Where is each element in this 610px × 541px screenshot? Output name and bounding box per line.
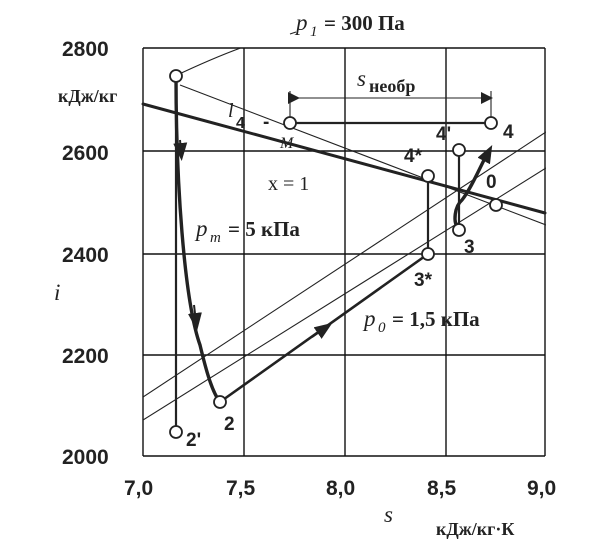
state-point-3star (421, 247, 435, 261)
p0-sub: 0 (378, 320, 386, 336)
point-label-4: 4 (503, 122, 514, 143)
y-tick-label: 2400 (62, 244, 109, 267)
isobar-lines (143, 48, 546, 421)
point-label-0: 0 (486, 172, 497, 193)
p0-value: = 1,5 кПа (392, 307, 480, 331)
isobar-p1-lower (179, 84, 546, 226)
pm-symbol: p (194, 216, 208, 241)
y-tick-label: 2800 (62, 38, 109, 61)
label-p1: p 1 = 300 Па (294, 10, 405, 40)
isobar-p1-line (174, 48, 242, 77)
p0-symbol: p (362, 306, 376, 331)
label-p0: p 0 = 1,5 кПа (362, 306, 480, 336)
state-point-1 (169, 69, 183, 83)
l4-symbol: l (228, 100, 234, 122)
point-label-3: 3 (464, 237, 475, 258)
dryness-label: x = 1 (268, 173, 309, 195)
state-point-4prime (452, 143, 466, 157)
l4-dash: - (263, 112, 269, 133)
s-neobr-symbol: s (357, 66, 366, 91)
p1-sub: 1 (310, 24, 318, 40)
label-pm: p m = 5 кПа (194, 216, 300, 246)
x-tick-label: 8,5 (427, 477, 457, 500)
label-s-neobr: s необр (357, 66, 415, 96)
point-label-4star: 4* (404, 146, 423, 167)
y-axis-symbol: i (54, 280, 60, 305)
l4-sub: 4 (236, 115, 245, 132)
pm-value: = 5 кПа (228, 217, 300, 241)
process-3-4 (453, 158, 486, 232)
point-label-2prime: 2' (186, 430, 201, 451)
arrow-1-2 (187, 304, 202, 331)
point-label-2: 2 (224, 414, 235, 435)
p1-symbol: p (294, 10, 308, 35)
state-point-2 (213, 395, 227, 409)
x-axis-symbol: s (384, 502, 393, 527)
x-tick-label: 7,5 (226, 477, 256, 500)
label-l4-m: l 4 - M (228, 100, 295, 152)
x-tick-label: 8,0 (326, 477, 355, 500)
arrow-3-4 (477, 145, 493, 169)
point-label-3star: 3* (414, 270, 433, 291)
x-tick-label: 9,0 (527, 477, 556, 500)
y-tick-label: 2600 (62, 142, 109, 165)
point-label-4prime: 4' (436, 124, 451, 145)
state-point-0 (489, 198, 503, 212)
x-axis-unit: кДж/кг·К (436, 519, 514, 539)
y-axis-unit: кДж/кг (58, 86, 117, 106)
m-label: M (279, 135, 295, 152)
state-point-4star (421, 169, 435, 183)
y-tick-label: 2200 (62, 345, 109, 368)
arrow-1-2-top (173, 139, 188, 161)
p1-leader (289, 31, 297, 35)
y-tick-label: 2000 (62, 446, 109, 469)
x-tick-label: 7,0 (124, 477, 153, 500)
state-point-3 (452, 223, 466, 237)
saturation-line (141, 102, 547, 215)
p1-value: = 300 Па (324, 11, 405, 35)
arrow-2-3star (311, 322, 333, 339)
isobar-pm-line (143, 131, 546, 398)
s-neobr-sub: необр (369, 76, 415, 96)
state-points (169, 69, 503, 439)
pm-sub: m (210, 230, 221, 246)
state-point-4 (484, 116, 498, 130)
grid (142, 47, 546, 457)
state-point-2prime (169, 425, 183, 439)
state-point-m (283, 116, 297, 130)
